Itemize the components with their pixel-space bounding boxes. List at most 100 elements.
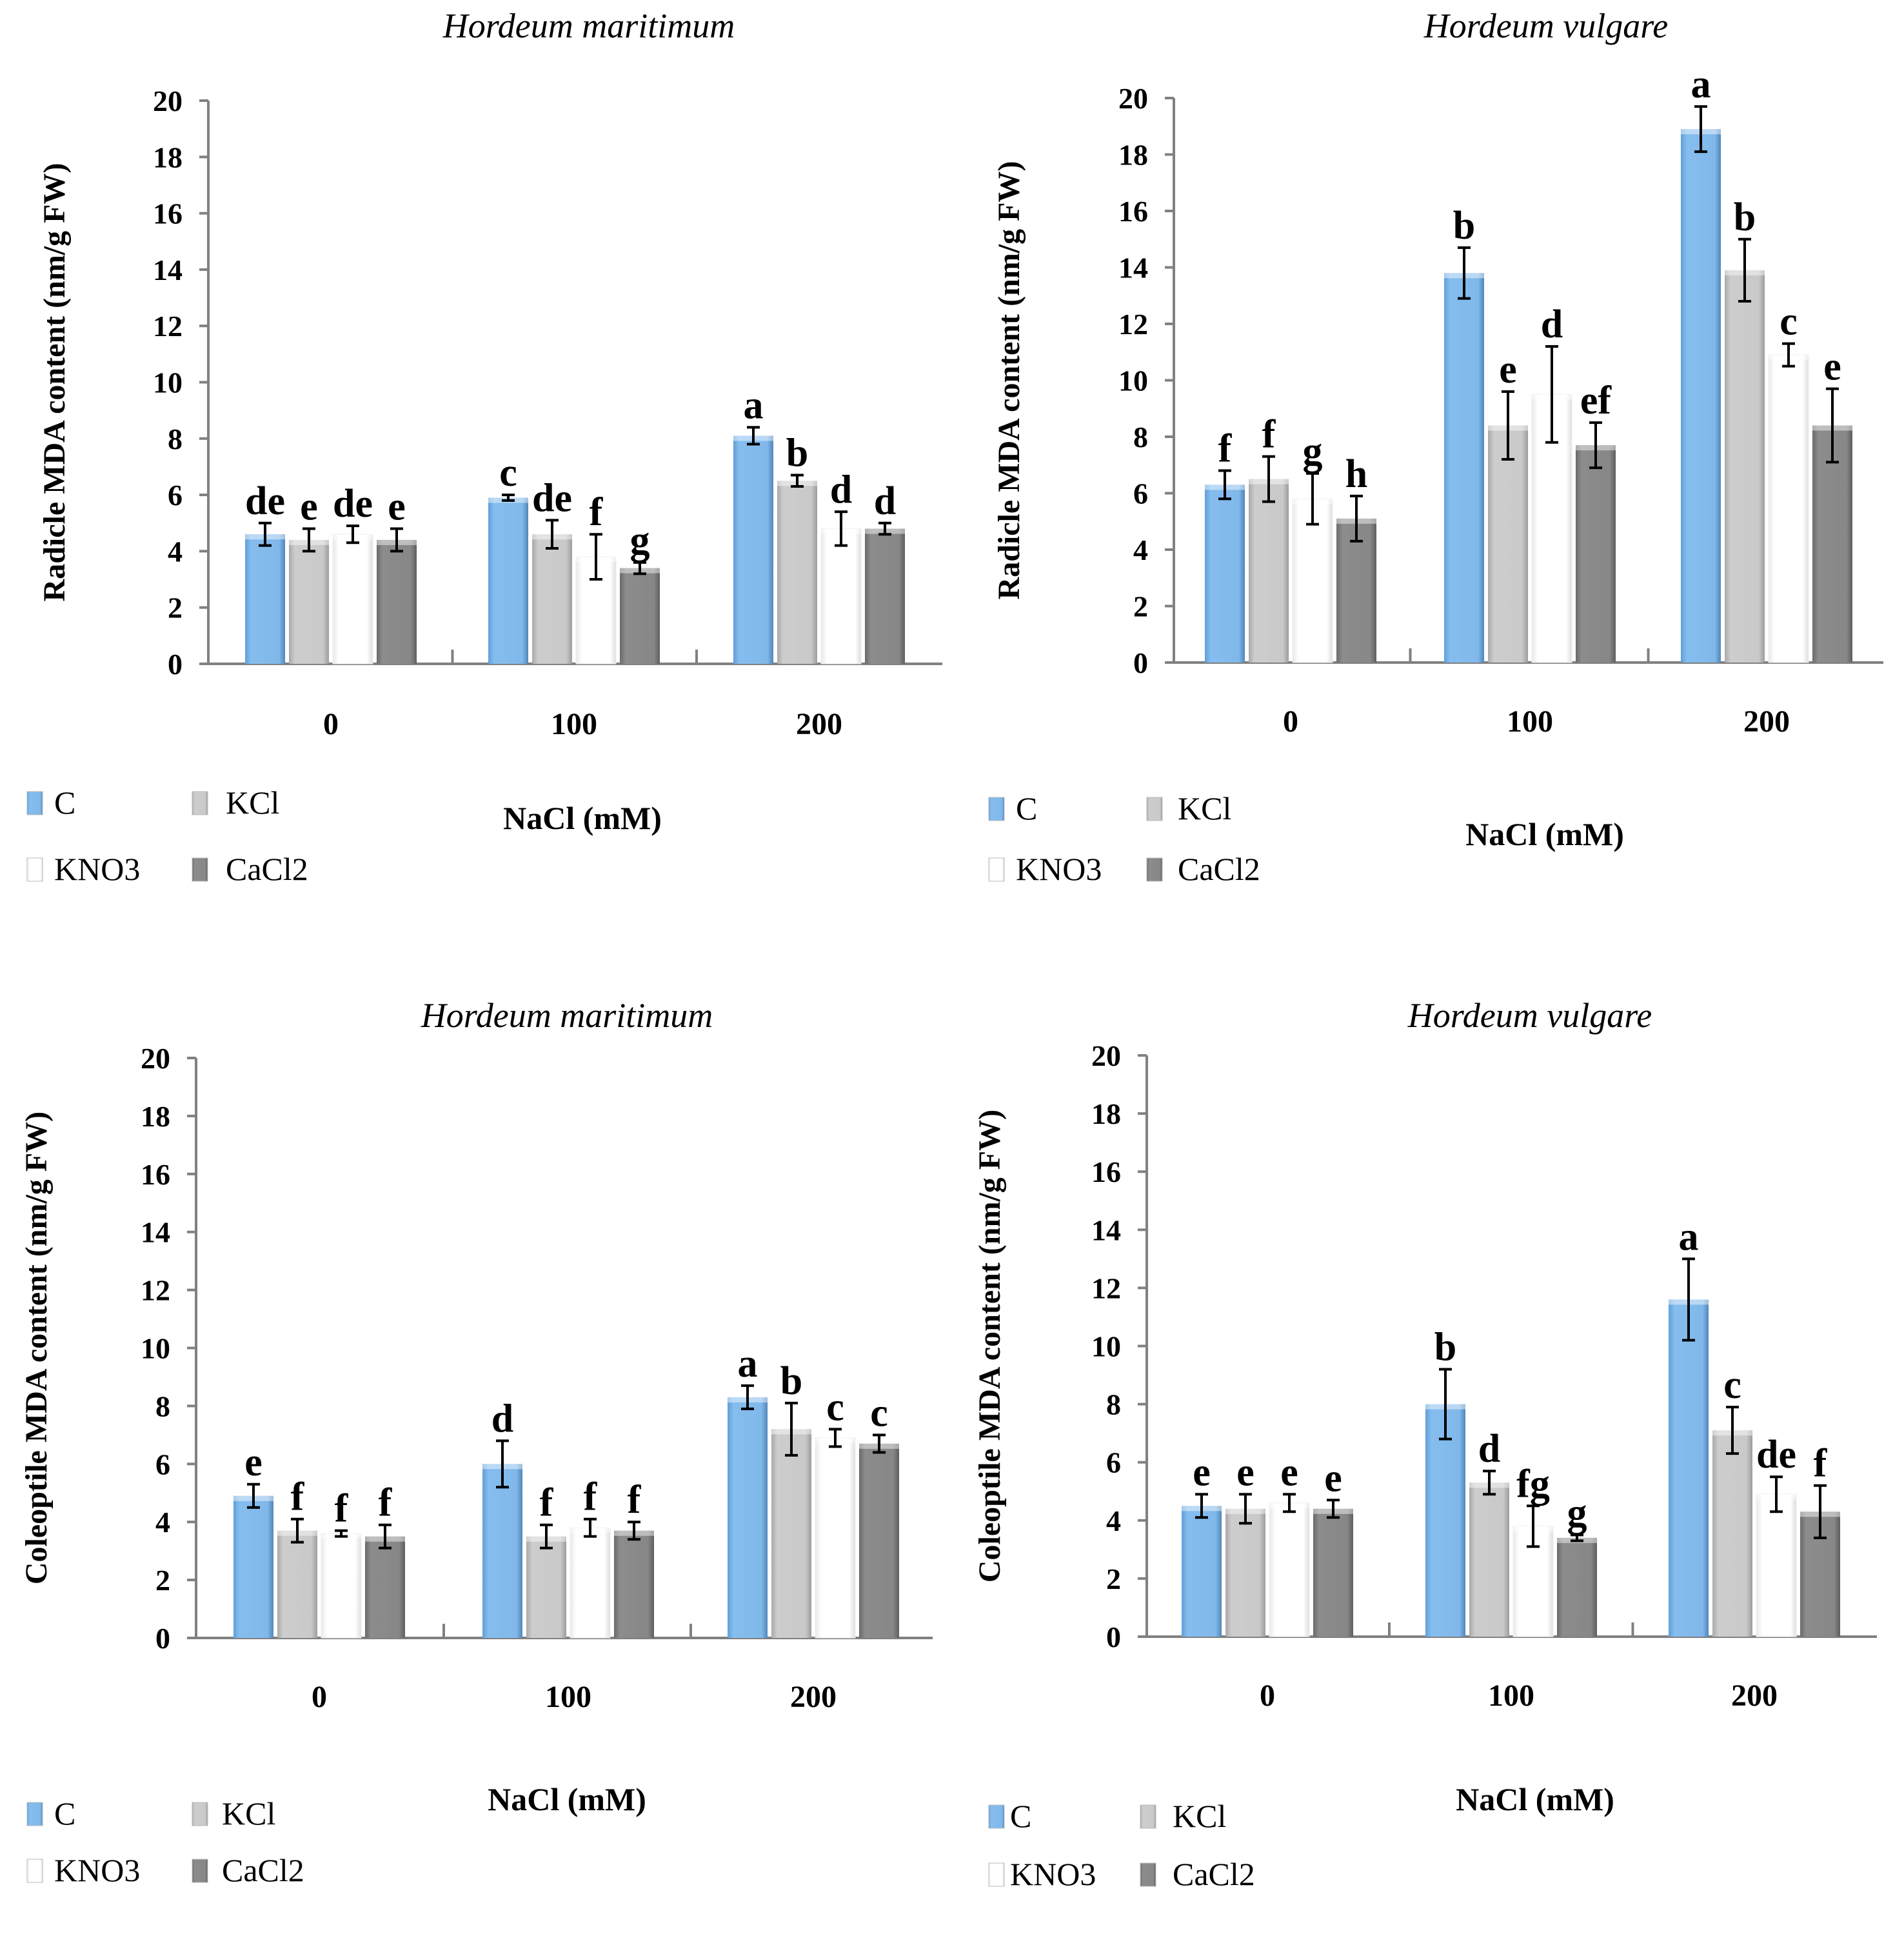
significance-letter: d	[874, 479, 896, 523]
y-tick-label: 8	[168, 423, 183, 455]
significance-letter: g	[1303, 430, 1323, 474]
significance-letter: g	[1567, 1491, 1587, 1535]
y-tick-label: 0	[1133, 646, 1148, 679]
y-tick-label: 10	[1091, 1330, 1121, 1363]
bar-c	[233, 1495, 273, 1638]
bar-kcl	[771, 1429, 811, 1638]
legend-swatch-kcl	[192, 791, 208, 815]
bar-kcl	[1469, 1482, 1509, 1637]
legend-label-c: C	[1010, 1798, 1031, 1834]
y-tick-label: 10	[1118, 364, 1148, 397]
legend-swatch-c	[988, 797, 1005, 821]
bar-kcl	[289, 539, 329, 664]
legend-swatch-cacl2	[1140, 1862, 1156, 1887]
legend-swatch-kcl	[1146, 797, 1163, 821]
bar-cacl2	[1812, 425, 1852, 663]
bar-c	[1205, 484, 1245, 663]
bar-kno3	[1292, 498, 1333, 663]
significance-letter: de	[1756, 1433, 1796, 1477]
y-tick-label: 18	[153, 141, 183, 174]
legend-swatch-kcl	[1140, 1804, 1156, 1829]
y-tick-label: 12	[141, 1274, 170, 1307]
legend-swatch-c	[988, 1804, 1005, 1829]
x-axis-label: NaCl (mM)	[488, 1781, 646, 1817]
legend-label-cacl2: CaCl2	[222, 1852, 304, 1888]
bar-c	[488, 497, 528, 664]
y-tick-label: 6	[1133, 477, 1148, 510]
bar-cacl2	[1576, 445, 1616, 663]
y-tick-label: 8	[1133, 421, 1148, 454]
x-axis-label: NaCl (mM)	[1456, 1781, 1614, 1817]
y-tick-label: 8	[155, 1390, 170, 1422]
significance-letter: f	[1218, 427, 1233, 471]
significance-letter: e	[388, 484, 406, 528]
significance-letter: e	[300, 484, 318, 528]
y-axis-label: Radicle MDA content (nm/g FW)	[992, 161, 1026, 600]
y-tick-label: 20	[1118, 82, 1148, 115]
significance-letter: e	[1236, 1450, 1254, 1494]
significance-letter: f	[590, 490, 604, 534]
x-category-label: 0	[1260, 1679, 1275, 1713]
significance-letter: g	[630, 519, 650, 563]
bar-c	[482, 1464, 522, 1638]
significance-letter: de	[333, 482, 373, 526]
bar-cacl2	[620, 568, 660, 664]
y-tick-label: 14	[1091, 1213, 1121, 1246]
bar-c	[1681, 129, 1721, 663]
y-tick-label: 6	[1106, 1446, 1121, 1479]
y-tick-label: 10	[153, 366, 183, 399]
y-tick-label: 18	[1118, 139, 1148, 172]
chart-panel-3: Hordeum vulgare 0 2 4 6 8 10 12 14 16 18 20 Coleopti…	[973, 996, 1877, 1892]
legend-label-kcl: KCl	[226, 784, 279, 821]
x-category-label: 100	[545, 1680, 591, 1714]
significance-letter: d	[1541, 303, 1563, 346]
y-tick-label: 18	[141, 1100, 170, 1133]
bar-cacl2	[614, 1530, 654, 1638]
legend-swatch-cacl2	[192, 857, 208, 882]
y-tick-label: 4	[1133, 534, 1148, 566]
x-category-label: 200	[1743, 704, 1790, 739]
x-category-label: 100	[1488, 1679, 1534, 1713]
y-tick-label: 12	[153, 310, 183, 343]
legend-label-kno3: KNO3	[1016, 851, 1102, 887]
bar-c	[245, 534, 285, 664]
legend-label-c: C	[54, 1795, 75, 1831]
significance-letter: h	[1345, 452, 1367, 496]
significance-letter: d	[491, 1397, 513, 1441]
y-tick-label: 16	[153, 197, 183, 230]
legend-label-cacl2: CaCl2	[226, 851, 308, 887]
chart-title: Hordeum maritimum	[421, 996, 713, 1035]
y-tick-label: 0	[155, 1622, 170, 1655]
y-tick-label: 18	[1091, 1097, 1121, 1130]
significance-letter: a	[744, 383, 764, 427]
legend-swatch-c	[26, 1802, 43, 1826]
significance-letter: b	[1734, 195, 1756, 239]
chart-title: Hordeum vulgare	[1423, 6, 1668, 45]
significance-letter: f	[1814, 1442, 1828, 1486]
y-tick-label: 2	[155, 1564, 170, 1597]
significance-letter: e	[1823, 345, 1841, 389]
bar-kcl	[526, 1536, 566, 1638]
significance-letter: a	[1679, 1215, 1699, 1259]
significance-letter: f	[584, 1475, 598, 1519]
significance-letter: d	[830, 468, 852, 512]
chart-panel-2: Hordeum maritimum 0 2 4 6 8 10 12 14 16 18 20 Coleop…	[19, 996, 933, 1888]
significance-letter: a	[1691, 63, 1711, 106]
x-category-label: 0	[312, 1680, 327, 1714]
bar-cacl2	[1313, 1508, 1353, 1637]
y-tick-label: 12	[1091, 1272, 1121, 1304]
bar-kno3	[570, 1527, 611, 1639]
bar-c	[733, 435, 773, 664]
bar-kcl	[1249, 479, 1289, 663]
significance-letter: e	[1324, 1456, 1342, 1500]
legend-label-c: C	[54, 784, 75, 821]
significance-letter: e	[1280, 1450, 1298, 1494]
significance-letter: fg	[1516, 1462, 1550, 1506]
y-tick-label: 20	[141, 1042, 170, 1075]
bar-kcl	[1225, 1508, 1265, 1637]
bar-kno3	[820, 528, 862, 664]
y-tick-label: 4	[155, 1506, 170, 1539]
y-tick-label: 2	[1133, 590, 1148, 623]
x-axis-label: NaCl (mM)	[1465, 816, 1624, 852]
